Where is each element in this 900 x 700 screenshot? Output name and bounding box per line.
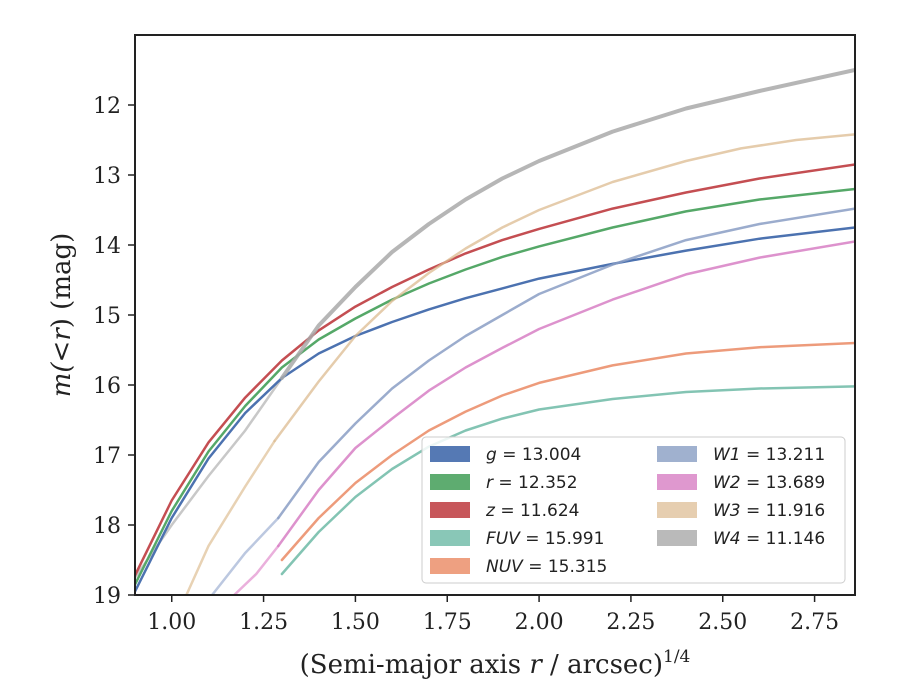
series-line-nuv (280, 341, 855, 562)
legend-item-g: g = 13.004 (430, 445, 581, 465)
series-line-g (135, 226, 855, 593)
series-line-w1 (277, 207, 855, 520)
y-tick-label: 16 (93, 374, 121, 399)
legend-label: g = 13.004 (486, 445, 581, 465)
series-line-w2-extension (232, 544, 280, 595)
legend-item-z: z = 11.624 (430, 501, 579, 521)
x-axis-label: (Semi-major axis r / arcsec)1/4 (300, 647, 691, 680)
legend-label: NUV = 15.315 (486, 557, 607, 577)
legend-item-fuv: FUV = 15.991 (430, 529, 604, 549)
y-tick-label: 13 (93, 164, 121, 189)
legend-label: W3 = 11.916 (713, 501, 825, 521)
x-tick-label: 1.00 (147, 610, 196, 635)
legend-swatch (430, 502, 470, 518)
x-tick-label: 2.00 (515, 610, 564, 635)
legend-box (421, 436, 846, 584)
legend-swatch (657, 502, 697, 518)
y-tick-label: 14 (93, 234, 121, 259)
legend-item-w4: W4 = 11.146 (657, 529, 825, 549)
x-tick-label: 1.75 (423, 610, 472, 635)
legend-swatch (657, 474, 697, 490)
x-tick-label: 2.50 (698, 610, 747, 635)
legend-item-w3: W3 = 11.916 (657, 501, 825, 521)
legend-item-w1: W1 = 13.211 (657, 445, 825, 465)
x-tick-label: 2.25 (606, 610, 655, 635)
legend-label: W4 = 11.146 (713, 529, 825, 549)
y-axis-label: m(<r) (mag) (47, 233, 77, 398)
x-tick-label: 1.25 (239, 610, 288, 635)
y-tick-label: 12 (93, 94, 121, 119)
legend-swatch (430, 446, 470, 462)
y-tick-label: 19 (93, 584, 121, 609)
legend-item-nuv: NUV = 15.315 (430, 557, 607, 577)
legend-label: r = 12.352 (486, 473, 578, 493)
legend-swatch (430, 558, 470, 574)
x-tick-label: 1.50 (331, 610, 380, 635)
series-line-w3 (273, 133, 855, 443)
series-line-w1-extension (210, 516, 280, 595)
legend-swatch (657, 530, 697, 546)
legend-label: z = 11.624 (485, 501, 579, 521)
legend-swatch (657, 446, 697, 462)
legend-item-r: r = 12.352 (430, 473, 578, 493)
series-line-z (135, 163, 855, 577)
series-line-fuv (280, 385, 855, 576)
y-tick-label: 17 (93, 444, 121, 469)
legend-label: FUV = 15.991 (486, 529, 604, 549)
legend-label: W2 = 13.689 (713, 473, 825, 493)
legend-swatch (430, 474, 470, 490)
x-tick-label: 2.75 (790, 610, 839, 635)
legend-swatch (430, 530, 470, 546)
series-line-w2 (277, 240, 855, 548)
legend-item-w2: W2 = 13.689 (657, 473, 825, 493)
series-line-w4 (279, 68, 855, 380)
series-line-r (135, 187, 855, 586)
y-axis: 12 13 14 15 16 17 18 19 (93, 94, 135, 609)
x-axis: 1.00 1.25 1.50 1.75 2.00 2.25 2.50 2.75 (147, 595, 839, 635)
series-line-w3-extension (185, 439, 276, 595)
legend-label: W1 = 13.211 (713, 445, 825, 465)
lines-layer (135, 68, 855, 595)
legend: g = 13.004 r = 12.352 z = 11.624 FUV = 15.9… (421, 436, 846, 584)
y-tick-label: 15 (93, 304, 121, 329)
y-tick-label: 18 (93, 514, 121, 539)
